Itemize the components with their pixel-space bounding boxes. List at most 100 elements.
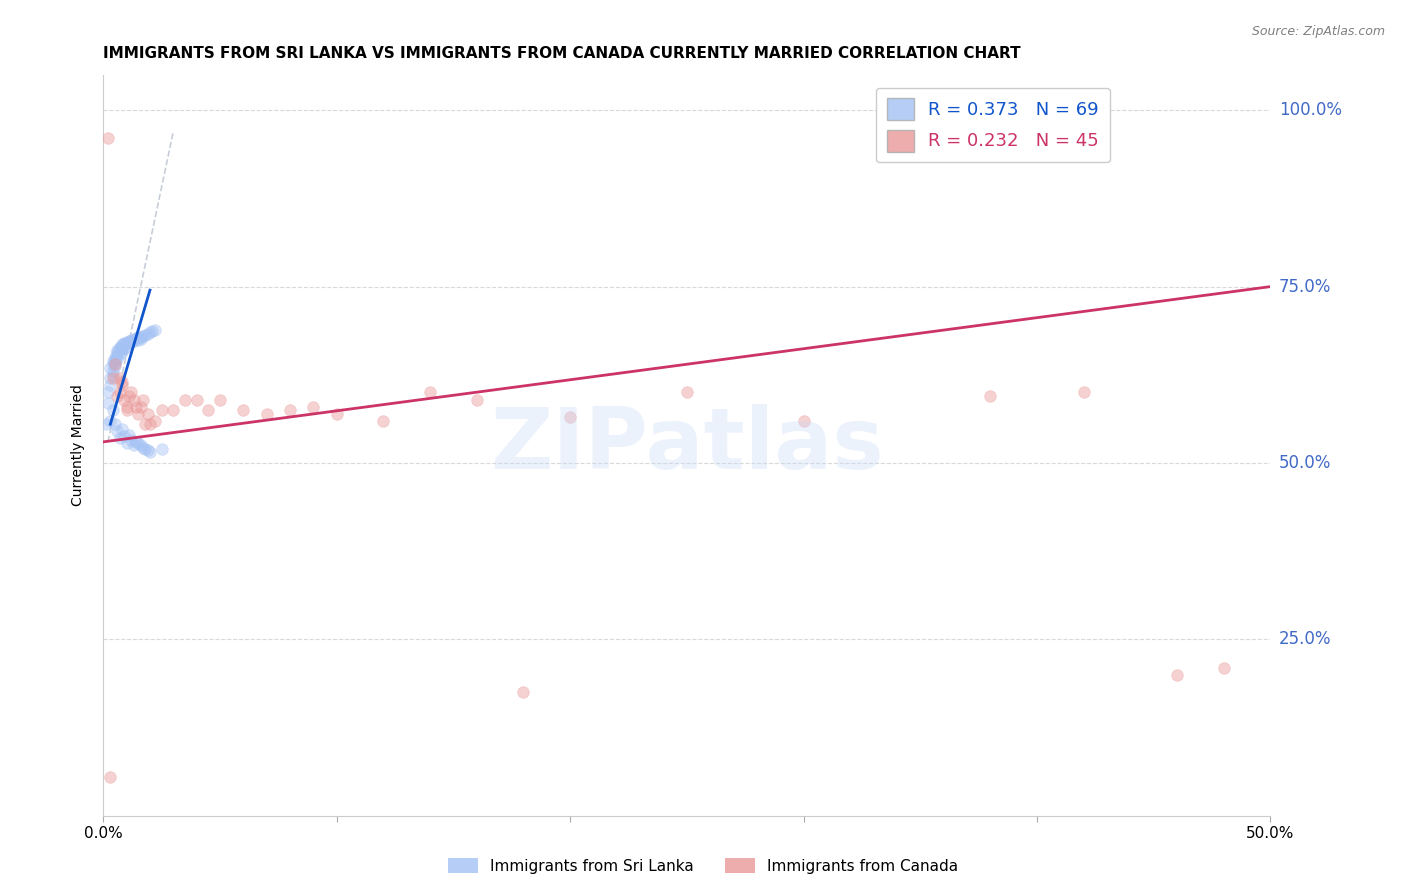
Point [108,340,131,354]
Point [101,403,124,417]
Point [111,342,134,356]
Point [105,424,128,438]
Point [101,353,124,368]
Point [560,410,582,425]
Point [98,378,121,392]
Point [101,357,124,371]
Point [141,324,163,338]
Point [98,371,121,385]
Point [111,337,134,351]
Point [118,336,141,351]
Point [162,403,184,417]
Point [143,323,166,337]
Point [127,407,149,421]
Point [112,392,135,407]
Point [129,400,152,414]
Text: Source: ZipAtlas.com: Source: ZipAtlas.com [1251,25,1385,38]
Point [127,333,149,347]
Point [111,422,134,436]
Point [104,357,127,371]
Point [118,334,141,348]
Point [105,346,128,360]
Point [101,371,124,385]
Point [129,329,152,343]
Point [98,360,121,375]
Point [108,343,131,358]
Point [122,438,145,452]
Legend: Immigrants from Sri Lanka, Immigrants from Canada: Immigrants from Sri Lanka, Immigrants fr… [441,852,965,880]
Point [979,389,1001,403]
Point [94,417,117,432]
Point [419,385,441,400]
Point [101,368,124,382]
Point [232,403,254,417]
Point [136,443,159,458]
Point [136,407,159,421]
Point [104,353,127,368]
Point [278,403,301,417]
Point [98,414,121,428]
Point [111,340,134,354]
Point [115,400,138,414]
Point [197,403,219,417]
Point [104,359,127,373]
Point [132,441,155,455]
Point [132,392,155,407]
Point [115,334,138,349]
Point [256,407,278,421]
Text: 75.0%: 75.0% [1279,277,1331,295]
Point [676,385,699,400]
Point [97,385,120,400]
Point [105,344,128,359]
Point [108,371,131,385]
Point [120,434,142,448]
Point [120,334,142,349]
Point [97,131,120,145]
Point [1212,661,1234,675]
Point [112,341,135,355]
Point [125,331,148,345]
Legend: R = 0.373   N = 69, R = 0.232   N = 45: R = 0.373 N = 69, R = 0.232 N = 45 [876,87,1109,162]
Point [174,392,197,407]
Point [325,407,347,421]
Point [112,429,135,443]
Point [134,327,156,342]
Point [101,364,124,378]
Point [112,337,135,351]
Text: 50.0%: 50.0% [1279,454,1331,472]
Point [512,685,534,699]
Point [104,356,127,370]
Text: ZIPatlas: ZIPatlas [491,404,884,487]
Point [104,350,127,364]
Point [115,336,138,351]
Point [104,417,127,432]
Point [793,414,815,428]
Point [1166,667,1188,681]
Point [105,351,128,366]
Point [122,392,145,407]
Point [136,326,159,341]
Point [98,770,121,784]
Point [111,344,134,359]
Y-axis label: Currently Married: Currently Married [72,384,86,507]
Point [115,436,138,450]
Point [120,333,142,347]
Point [108,431,131,445]
Point [1073,385,1095,400]
Point [111,378,134,392]
Point [108,341,131,355]
Point [127,330,149,344]
Text: 25.0%: 25.0% [1279,631,1331,648]
Point [125,400,148,414]
Point [122,332,145,346]
Point [127,436,149,450]
Point [115,340,138,354]
Point [302,400,325,414]
Point [118,389,141,403]
Point [186,392,208,407]
Point [465,392,488,407]
Point [115,403,138,417]
Point [139,445,162,459]
Point [111,375,134,389]
Point [132,329,155,343]
